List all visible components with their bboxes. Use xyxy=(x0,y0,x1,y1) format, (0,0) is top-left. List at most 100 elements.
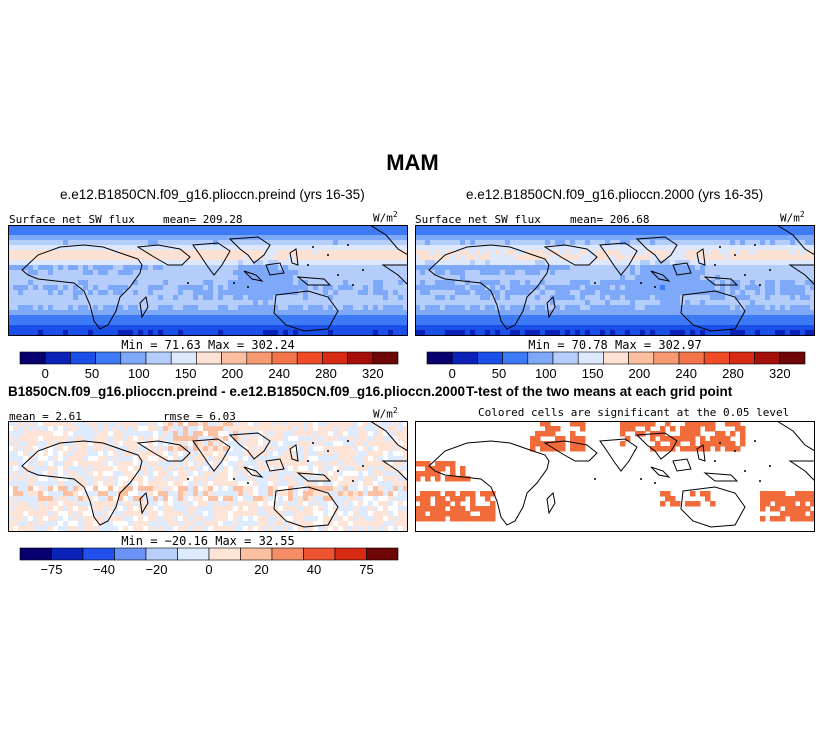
field-cell xyxy=(228,280,234,286)
field-cell xyxy=(198,305,204,311)
field-cell xyxy=(213,471,219,477)
field-cell xyxy=(480,325,486,331)
field-cell xyxy=(725,230,731,236)
field-cell xyxy=(660,315,666,321)
field-cell xyxy=(420,275,426,281)
field-cell xyxy=(770,295,776,301)
field-cell xyxy=(435,235,441,241)
field-cell xyxy=(760,295,766,301)
field-cell xyxy=(645,320,651,326)
field-cell xyxy=(645,275,651,281)
field-cell xyxy=(740,240,746,246)
field-cell xyxy=(58,421,64,427)
field-cell xyxy=(33,436,39,442)
field-cell xyxy=(795,255,801,261)
field-cell xyxy=(283,320,289,326)
field-cell xyxy=(338,265,344,271)
field-cell xyxy=(133,486,139,492)
field-cell xyxy=(378,280,384,286)
field-cell xyxy=(620,275,626,281)
field-cell xyxy=(103,511,109,517)
field-cell xyxy=(725,310,731,316)
field-cell xyxy=(378,225,384,231)
field-cell xyxy=(248,426,254,432)
field-cell xyxy=(198,240,204,246)
field-cell xyxy=(118,451,124,457)
field-cell xyxy=(535,265,541,271)
field-cell xyxy=(540,295,546,301)
field-cell xyxy=(98,471,104,477)
field-cell xyxy=(430,245,436,251)
field-cell xyxy=(73,441,79,447)
field-cell xyxy=(83,300,89,306)
field-cell xyxy=(58,240,64,246)
field-cell xyxy=(118,315,124,321)
field-cell xyxy=(670,290,676,296)
field-cell xyxy=(475,300,481,306)
field-cell xyxy=(73,466,79,472)
field-cell xyxy=(28,305,34,311)
field-cell xyxy=(248,315,254,321)
field-cell xyxy=(770,235,776,241)
field-cell xyxy=(585,255,591,261)
field-cell xyxy=(760,265,766,271)
field-cell xyxy=(373,320,379,326)
field-cell xyxy=(18,526,24,532)
field-cell xyxy=(78,461,84,467)
field-cell xyxy=(43,260,49,266)
field-cell xyxy=(710,305,716,311)
field-cell xyxy=(123,310,129,316)
field-cell xyxy=(138,230,144,236)
field-cell xyxy=(178,466,184,472)
field-cell xyxy=(258,250,264,256)
field-cell xyxy=(23,300,29,306)
field-cell xyxy=(208,446,214,452)
field-cell xyxy=(328,290,334,296)
field-cell xyxy=(650,225,656,231)
field-cell xyxy=(173,315,179,321)
field-cell xyxy=(48,240,54,246)
field-cell xyxy=(88,315,94,321)
field-cell xyxy=(403,325,408,331)
field-cell xyxy=(605,315,611,321)
field-cell xyxy=(525,320,531,326)
colorbar-swatch xyxy=(170,351,197,365)
field-cell xyxy=(398,330,404,336)
field-cell xyxy=(248,441,254,447)
field-cell xyxy=(750,330,756,336)
field-cell xyxy=(500,295,506,301)
field-cell xyxy=(373,270,379,276)
field-cell xyxy=(248,456,254,462)
field-cell xyxy=(535,250,541,256)
field-cell xyxy=(348,305,354,311)
field-cell xyxy=(178,521,184,527)
field-cell xyxy=(680,245,686,251)
field-cell xyxy=(13,325,19,331)
field-cell xyxy=(248,461,254,467)
field-cell xyxy=(373,280,379,286)
field-cell xyxy=(685,300,691,306)
field-cell xyxy=(655,250,661,256)
field-cell xyxy=(378,315,384,321)
field-cell xyxy=(420,245,426,251)
field-cell xyxy=(388,270,394,276)
field-cell xyxy=(163,441,169,447)
field-cell xyxy=(43,235,49,241)
field-cell xyxy=(318,310,324,316)
field-cell xyxy=(178,275,184,281)
field-cell xyxy=(665,300,671,306)
field-cell xyxy=(313,245,319,251)
field-cell xyxy=(33,325,39,331)
field-cell xyxy=(183,511,189,517)
field-cell xyxy=(760,320,766,326)
field-cell xyxy=(43,461,49,467)
field-cell xyxy=(515,320,521,326)
field-cell xyxy=(68,501,74,507)
field-cell xyxy=(510,290,516,296)
field-cell xyxy=(595,250,601,256)
field-cell xyxy=(213,315,219,321)
field-cell xyxy=(153,436,159,442)
field-cell xyxy=(133,511,139,517)
field-cell xyxy=(755,225,761,231)
field-cell xyxy=(590,270,596,276)
